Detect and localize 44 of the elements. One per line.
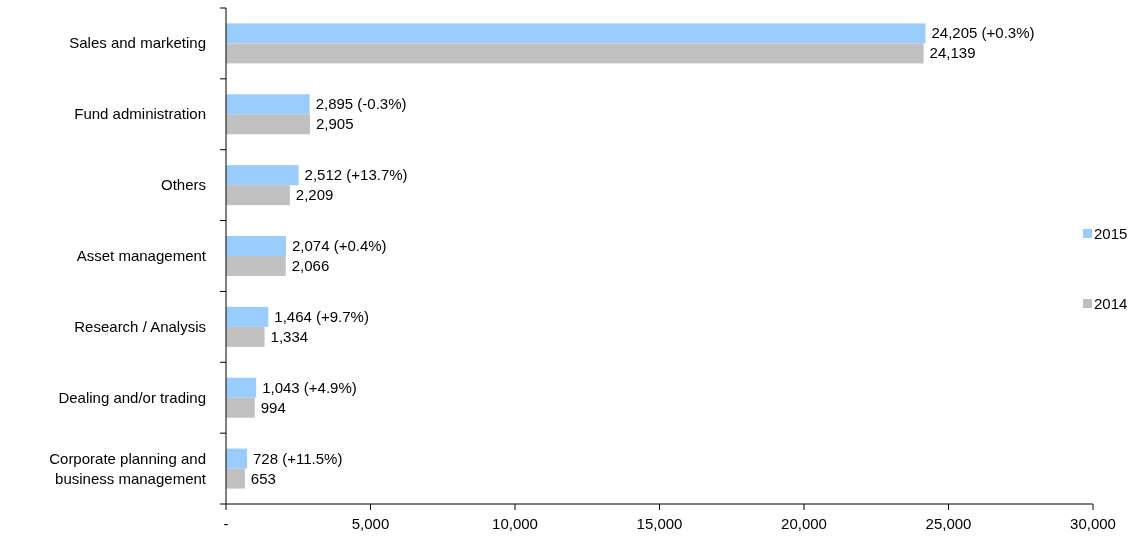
bar: [226, 43, 924, 64]
y-tick-label: Asset management: [76, 247, 207, 264]
data-label: 1,464 (+9.7%): [274, 307, 369, 325]
data-label: 24,139: [929, 44, 976, 62]
legend-label: 2015: [1094, 225, 1128, 242]
y-tick-label: Research / Analysis: [74, 317, 206, 335]
x-tick-label: 15,000: [636, 515, 683, 532]
data-label: 2,895 (-0.3%): [315, 95, 407, 113]
x-tick-label: 25,000: [925, 515, 972, 532]
data-label: 2,074 (+0.4%): [291, 237, 387, 254]
data-label: 653: [250, 469, 276, 487]
y-tick-label: Fund administration: [74, 105, 206, 123]
data-label: 1,043 (+4.9%): [262, 378, 357, 396]
bar: [226, 114, 310, 135]
data-label: 2,066: [291, 257, 330, 274]
legend-label: 2014: [1094, 295, 1128, 312]
x-tick-label: 30,000: [1070, 515, 1116, 532]
bar: [226, 306, 269, 327]
y-tick-label: Dealing and/or trading: [58, 388, 206, 406]
bar: [226, 326, 265, 347]
data-label: 2,512 (+13.7%): [304, 166, 408, 184]
bar: [226, 468, 245, 489]
data-label: 24,205 (+0.3%): [931, 24, 1035, 42]
bar: [226, 397, 255, 418]
bar: [226, 94, 310, 115]
bar: [226, 185, 290, 206]
bar: [226, 448, 248, 469]
x-tick-label: 20,000: [781, 515, 827, 532]
bar: [226, 23, 926, 44]
y-tick-label: Sales and marketing: [69, 34, 206, 52]
data-label: 728 (+11.5%): [253, 449, 343, 467]
x-tick-label: 5,000: [351, 515, 390, 532]
data-label: 2,209: [295, 186, 334, 204]
data-label: 2,905: [315, 115, 354, 133]
x-tick-label: -: [223, 515, 229, 532]
bar: [226, 377, 257, 398]
bar: [226, 165, 299, 186]
bar: [226, 236, 286, 256]
y-tick-label: Others: [160, 176, 206, 194]
data-label: 1,334: [270, 327, 309, 345]
x-tick-label: 10,000: [492, 515, 538, 532]
data-label: 994: [260, 398, 286, 416]
bar: [226, 256, 286, 276]
y-tick-label: Corporate planning and business management: [49, 449, 207, 487]
